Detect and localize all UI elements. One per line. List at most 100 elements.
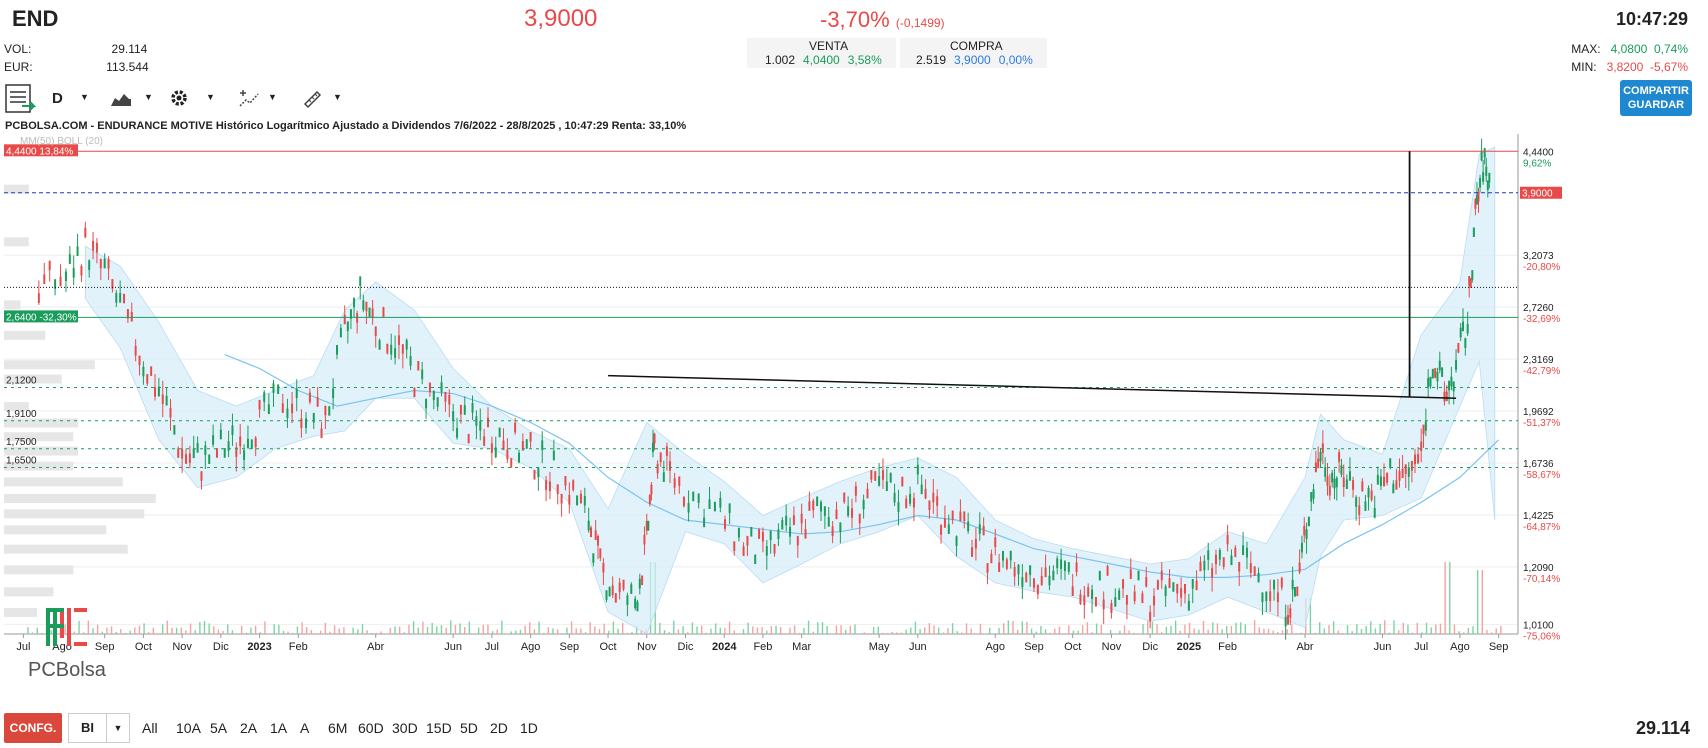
candle-body — [951, 510, 954, 521]
volume-bar — [775, 625, 777, 634]
candle-body — [1342, 477, 1345, 488]
volume-bar — [143, 623, 145, 634]
volume-bar — [1054, 628, 1056, 634]
candle-body — [277, 384, 280, 394]
max-label: MAX: — [1571, 42, 1601, 56]
candle-body — [808, 501, 811, 511]
candle-body — [119, 293, 122, 303]
period-button-2d[interactable]: 2D — [490, 720, 508, 736]
candle-body — [212, 435, 215, 445]
period-button-2a[interactable]: 2A — [240, 720, 258, 736]
candle-body — [940, 525, 943, 535]
candle-body — [349, 309, 352, 319]
candle-body — [800, 513, 803, 524]
volume-bar — [659, 622, 661, 634]
period-button-10a[interactable]: 10A — [176, 720, 201, 736]
candle-body — [789, 527, 792, 537]
volume-bar — [315, 633, 317, 634]
candle-body — [1257, 572, 1260, 583]
chevron-down-icon[interactable]: ▼ — [144, 92, 153, 102]
period-button-1d[interactable]: 1D — [520, 720, 538, 736]
chevron-down-icon[interactable]: ▼ — [80, 92, 89, 102]
volume-bar — [180, 627, 182, 634]
drawing-tools-icon[interactable] — [238, 88, 260, 110]
candle-body — [1214, 554, 1217, 565]
candle-body — [572, 480, 575, 490]
candle-body — [614, 593, 617, 603]
candle-body — [1083, 595, 1086, 605]
price-chart[interactable]: 4,4400 13,84% 3,9000 2,6400 -32,30% 2,1200 1… — [0, 134, 1708, 694]
candle-body — [1417, 454, 1420, 464]
candle-body — [978, 524, 981, 534]
candle-body — [1358, 505, 1361, 516]
candle-body — [1450, 376, 1453, 387]
candle-body — [1486, 180, 1489, 191]
buy-quote: COMPRA 2.519 3,9000 0,00% — [900, 38, 1047, 68]
share-save-button[interactable]: COMPARTIR GUARDAR — [1620, 80, 1692, 116]
candle-body — [475, 416, 478, 426]
candle-body — [1324, 467, 1327, 477]
candle-body — [1443, 391, 1446, 402]
area-chart-icon[interactable] — [110, 90, 132, 108]
volume-bar — [1095, 623, 1098, 634]
overlay-label: MM(50) BOLL (20) — [20, 136, 103, 147]
interval-select[interactable]: D — [52, 90, 63, 107]
candle-body — [235, 447, 238, 457]
candle-body — [1331, 472, 1334, 483]
candle-body — [936, 496, 939, 506]
x-tick-label: Dic — [213, 641, 229, 653]
volume-bar — [1439, 623, 1442, 634]
notes-icon[interactable] — [4, 82, 36, 116]
candle-body — [1305, 529, 1308, 539]
volume-bar — [1007, 620, 1010, 634]
candle-body — [382, 307, 385, 317]
y-tick-label: 1,0100 — [1523, 620, 1554, 631]
candle-body — [998, 562, 1001, 573]
period-button-6m[interactable]: 6M — [328, 720, 348, 736]
candle-body — [308, 392, 311, 403]
volume-bar — [1342, 633, 1344, 634]
candle-body — [356, 313, 359, 323]
x-tick-label: Ago — [985, 641, 1005, 653]
candle-body — [982, 525, 985, 536]
period-button-a[interactable]: A — [300, 720, 310, 736]
min-value: 3,8200 — [1606, 60, 1644, 74]
period-button-30d[interactable]: 30D — [392, 720, 418, 736]
candle-body — [901, 476, 904, 487]
candle-body — [1459, 327, 1462, 338]
candle-body — [374, 326, 377, 336]
period-button-5a[interactable]: 5A — [210, 720, 228, 736]
volume-bar — [886, 632, 889, 634]
gear-icon[interactable] — [169, 88, 189, 108]
chevron-down-icon[interactable]: ▼ — [206, 92, 215, 102]
chevron-down-icon[interactable]: ▼ — [333, 92, 342, 102]
ruler-icon[interactable] — [302, 89, 322, 109]
volume-bar — [928, 623, 931, 634]
config-button[interactable]: CONFG. — [4, 713, 62, 743]
volume-bar — [1411, 632, 1414, 634]
volume-bar — [849, 625, 852, 634]
volume-bar — [1021, 621, 1023, 634]
period-button-15d[interactable]: 15D — [426, 720, 452, 736]
volume-bar — [96, 624, 99, 634]
candle-body — [885, 481, 888, 492]
candle-body — [394, 348, 397, 358]
candle-body — [990, 553, 993, 564]
chart-type-select[interactable]: BI ▼ — [68, 713, 130, 743]
volume-bar — [793, 625, 796, 634]
period-button-60d[interactable]: 60D — [358, 720, 384, 736]
volume-bar — [245, 632, 248, 634]
candle-body — [682, 496, 685, 507]
candle-body — [219, 429, 222, 440]
period-button-5d[interactable]: 5D — [460, 720, 478, 736]
candle-body — [467, 433, 470, 444]
compra-pct: 0,00% — [998, 53, 1033, 67]
candle-body — [932, 492, 935, 503]
candle-body — [487, 417, 490, 428]
volume-bar — [203, 621, 206, 634]
period-button-all[interactable]: All — [142, 720, 158, 736]
period-button-1a[interactable]: 1A — [270, 720, 288, 736]
chevron-down-icon[interactable]: ▼ — [268, 92, 277, 102]
volume-bar — [1346, 625, 1349, 634]
volume-bar — [278, 624, 280, 634]
